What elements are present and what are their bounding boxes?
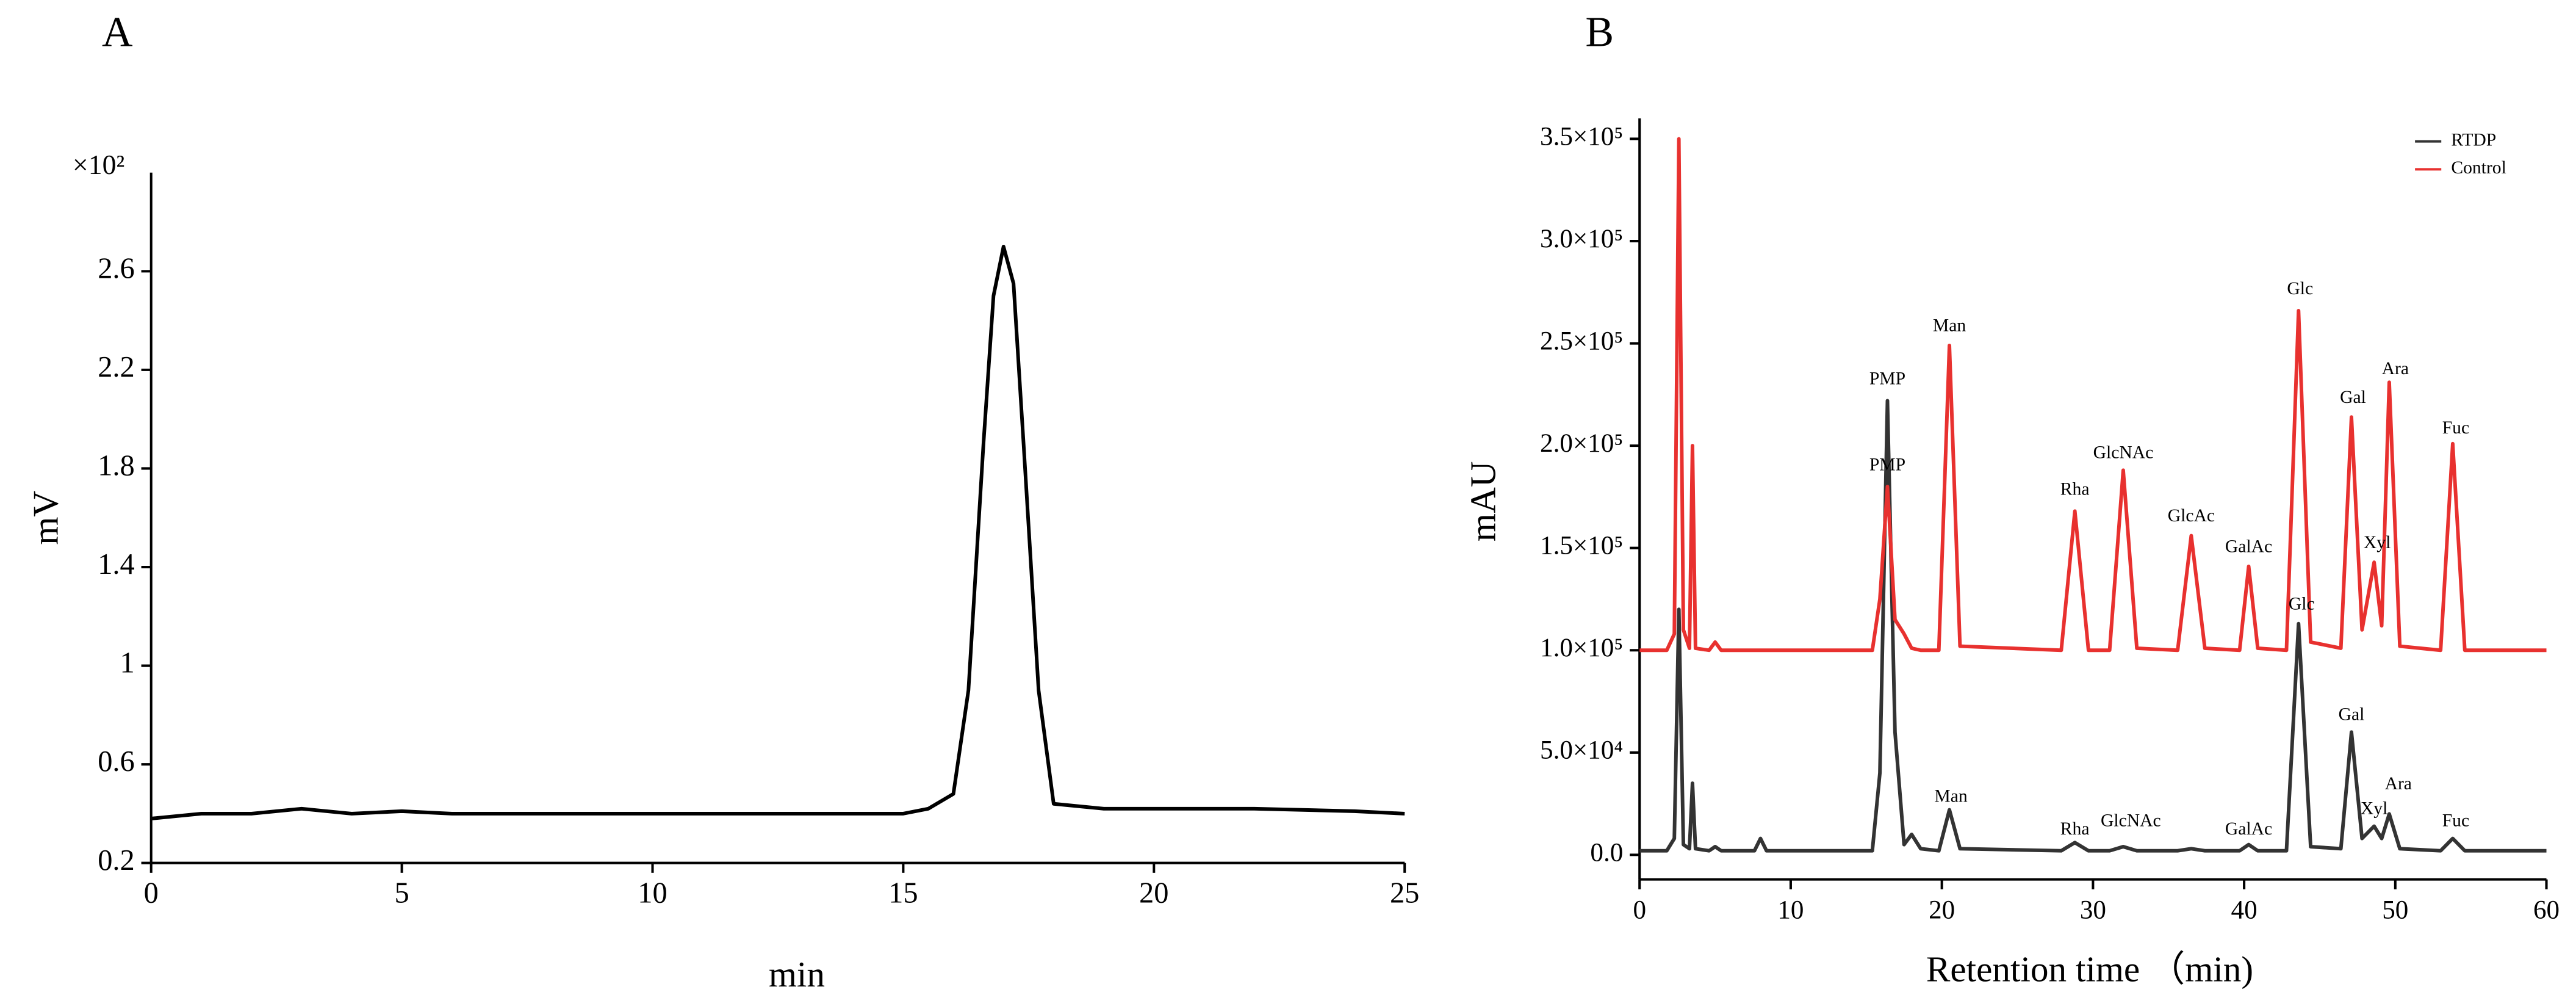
x-tick-label: 15 [888,877,918,910]
y-tick-label: 1.5×10⁵ [1540,532,1623,560]
peak-label: PMP [1869,455,1905,474]
y-tick-label: 1.8 [98,450,135,482]
y-tick-label: 0.2 [98,844,135,877]
x-tick-label: 20 [1929,896,1955,924]
peak-label: Man [1934,786,1967,806]
peak-label: Xyl [2361,798,2387,818]
x-tick-label: 5 [394,877,409,910]
x-axis-label: Retention time （min) [1926,949,2253,990]
data-line [151,244,1405,820]
peak-label: GalAc [2225,537,2272,556]
legend-label: RTDP [2451,130,2496,150]
y-tick-label: 1.0×10⁵ [1540,634,1623,662]
data-line [1639,137,2547,653]
peak-label: Ara [2382,359,2409,378]
peak-label: Fuc [2442,418,2469,438]
y-tick-label: 3.5×10⁵ [1540,122,1623,151]
x-tick-label: 40 [2231,896,2258,924]
legend-label: Control [2451,158,2506,178]
y-tick-label: 1.4 [98,548,135,581]
y-axis-label: mV [25,491,65,545]
x-tick-label: 0 [1633,896,1646,924]
y-tick-label: 3.0×10⁵ [1540,225,1623,253]
peak-label: Gal [2339,704,2365,724]
peak-label: PMP [1869,369,1905,389]
data-line [1639,399,2547,853]
peak-label: Glc [2289,594,2315,613]
panel-label: A [102,9,133,56]
x-tick-label: 60 [2533,896,2560,924]
x-tick-label: 10 [638,877,667,910]
x-tick-label: 10 [1777,896,1804,924]
peak-label: GlcNAc [2101,811,2161,831]
x-tick-label: 30 [2080,896,2106,924]
peak-label: Xyl [2364,533,2391,552]
y-tick-label: 0.6 [98,745,135,778]
peak-label: Rha [2060,480,2090,499]
panel-label: B [1585,9,1614,56]
y-axis-label: mAU [1462,461,1503,542]
y-tick-label: 1 [120,647,135,679]
y-tick-label: 0.0 [1590,838,1623,867]
peak-label: GlcNAc [2093,443,2154,462]
y-tick-label: 2.0×10⁵ [1540,429,1623,458]
peak-label: Ara [2385,774,2412,794]
y-multiplier: ×10² [73,149,124,180]
y-tick-label: 5.0×10⁴ [1540,736,1623,765]
x-axis-label: min [769,954,825,994]
y-tick-label: 2.6 [98,252,135,284]
peak-label: Man [1933,316,1966,336]
peak-label: GlcAc [2168,506,2215,526]
peak-label: Fuc [2442,811,2469,831]
peak-label: Gal [2340,388,2366,407]
peak-label: GalAc [2225,819,2272,839]
peak-label: Rha [2060,819,2090,839]
x-tick-label: 0 [144,877,159,910]
x-tick-label: 50 [2382,896,2408,924]
peak-label: Glc [2287,279,2313,299]
y-tick-label: 2.5×10⁵ [1540,327,1623,355]
x-tick-label: 20 [1139,877,1168,910]
y-tick-label: 2.2 [98,351,135,383]
x-tick-label: 25 [1390,877,1419,910]
